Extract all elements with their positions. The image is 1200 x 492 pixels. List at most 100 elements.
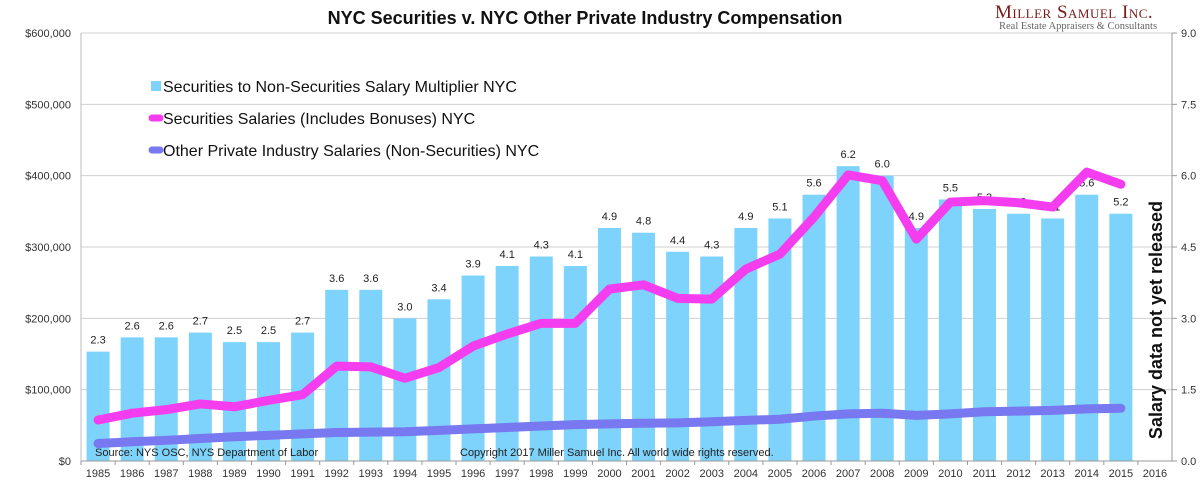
x-tick-label: 1994 (393, 468, 417, 480)
x-tick-label: 2012 (1006, 468, 1030, 480)
right-tick-label: 3.0 (1181, 313, 1196, 325)
right-tick-label: 4.5 (1181, 242, 1196, 254)
bar (904, 227, 928, 461)
legend-swatch-bar (151, 81, 161, 91)
bar-data-label: 4.9 (738, 211, 753, 223)
bar-data-label: 6.0 (875, 159, 890, 171)
bar (666, 251, 690, 461)
bar (700, 256, 724, 461)
x-tick-label: 2011 (973, 468, 997, 480)
bar (734, 227, 758, 461)
x-tick-label: 1985 (86, 468, 110, 480)
bar (222, 342, 246, 461)
bar-data-label: 6.2 (840, 149, 855, 161)
x-tick-label: 2007 (836, 468, 860, 480)
x-tick-label: 1999 (563, 468, 587, 480)
bar-data-label: 4.1 (500, 249, 515, 261)
bar (870, 175, 894, 461)
x-tick-label: 2013 (1040, 468, 1064, 480)
salary-not-released-note: Salary data not yet released (1146, 201, 1166, 439)
legend: Securities to Non-Securities Salary Mult… (148, 79, 539, 160)
axes: $0 0.0 $100,000 1.5 $200,000 3.0 $300,000 4.5 $4… (25, 28, 1196, 480)
x-tick-label: 1988 (188, 468, 212, 480)
x-tick-label: 2008 (870, 468, 894, 480)
bar (86, 351, 110, 461)
x-tick-label: 1986 (120, 468, 144, 480)
bar-data-label: 3.6 (363, 273, 378, 285)
bar-data-label: 5.2 (1113, 197, 1128, 209)
x-tick-label: 2014 (1075, 468, 1099, 480)
x-tick-label: 2003 (699, 468, 723, 480)
left-tick-label: $100,000 (25, 385, 71, 397)
bar (972, 208, 996, 461)
x-tick-label: 2006 (802, 468, 826, 480)
bar (393, 318, 417, 461)
x-tick-label: 1990 (256, 468, 280, 480)
bar-data-label: 5.1 (772, 201, 787, 213)
right-tick-label: 7.5 (1181, 99, 1196, 111)
bar-data-label: 3.4 (431, 282, 446, 294)
left-tick-label: $500,000 (25, 99, 71, 111)
bar-data-label: 2.7 (295, 316, 310, 328)
bar (836, 166, 860, 461)
bar (1075, 194, 1099, 461)
bar (427, 299, 451, 461)
x-tick-label: 2004 (734, 468, 758, 480)
x-tick-label: 1996 (461, 468, 485, 480)
bar (325, 289, 349, 461)
bar-data-label: 4.3 (704, 240, 719, 252)
x-tick-label: 2002 (665, 468, 689, 480)
bars: 2.3 2.6 2.6 2.7 2.5 2.5 2.7 3.6 3.6 3.0 3.4 3.9 4.1 4… (86, 149, 1133, 461)
left-tick-label: $0 (59, 456, 71, 468)
x-tick-label: 1991 (290, 468, 314, 480)
x-tick-label: 2016 (1143, 468, 1167, 480)
bar-data-label: 3.6 (329, 273, 344, 285)
bar (495, 266, 519, 461)
x-tick-label: 2015 (1109, 468, 1133, 480)
bar-data-label: 4.8 (636, 216, 651, 228)
x-tick-label: 1987 (154, 468, 178, 480)
bar (461, 275, 485, 461)
bar (529, 256, 553, 461)
x-tick-label: 1997 (495, 468, 519, 480)
bar (1041, 218, 1065, 461)
right-tick-label: 0.0 (1181, 456, 1196, 468)
right-tick-label: 9.0 (1181, 28, 1196, 40)
bar-data-label: 2.7 (193, 316, 208, 328)
copyright-note: Copyright 2017 Miller Samuel Inc. All wo… (460, 447, 774, 459)
x-tick-label: 1998 (529, 468, 553, 480)
left-tick-label: $200,000 (25, 313, 71, 325)
lines (93, 167, 1126, 449)
x-tick-label: 1995 (427, 468, 451, 480)
legend-label: Other Private Industry Salaries (Non-Sec… (163, 143, 539, 160)
left-tick-label: $400,000 (25, 171, 71, 183)
bar-data-label: 4.1 (568, 249, 583, 261)
bar-data-label: 5.6 (806, 178, 821, 190)
logo-tagline: Real Estate Appraisers & Consultants (999, 21, 1158, 32)
x-tick-label: 1993 (359, 468, 383, 480)
bar (1007, 213, 1031, 461)
right-tick-label: 1.5 (1181, 385, 1196, 397)
bar-data-label: 3.0 (397, 301, 412, 313)
x-tick-label: 2009 (904, 468, 928, 480)
bar-data-label: 5.5 (943, 182, 958, 194)
bar (938, 199, 962, 461)
source-note: Source: NYS OSC, NYS Department of Labor (95, 447, 318, 459)
x-tick-label: 1989 (222, 468, 246, 480)
bar-data-label: 4.4 (670, 235, 685, 247)
bar-data-label: 3.9 (465, 259, 480, 271)
x-tick-label: 2005 (768, 468, 792, 480)
bar (120, 337, 144, 461)
bar (154, 337, 178, 461)
bar (359, 289, 383, 461)
bar (188, 332, 212, 461)
bar-data-label: 2.6 (159, 320, 174, 332)
right-tick-label: 6.0 (1181, 171, 1196, 183)
bar-data-label: 4.9 (602, 211, 617, 223)
bar (802, 194, 826, 461)
legend-label: Securities Salaries (Includes Bonuses) N… (163, 111, 475, 128)
x-tick-label: 2000 (597, 468, 621, 480)
logo-name: Miller Samuel Inc. (995, 2, 1154, 23)
bar-data-label: 2.6 (124, 320, 139, 332)
